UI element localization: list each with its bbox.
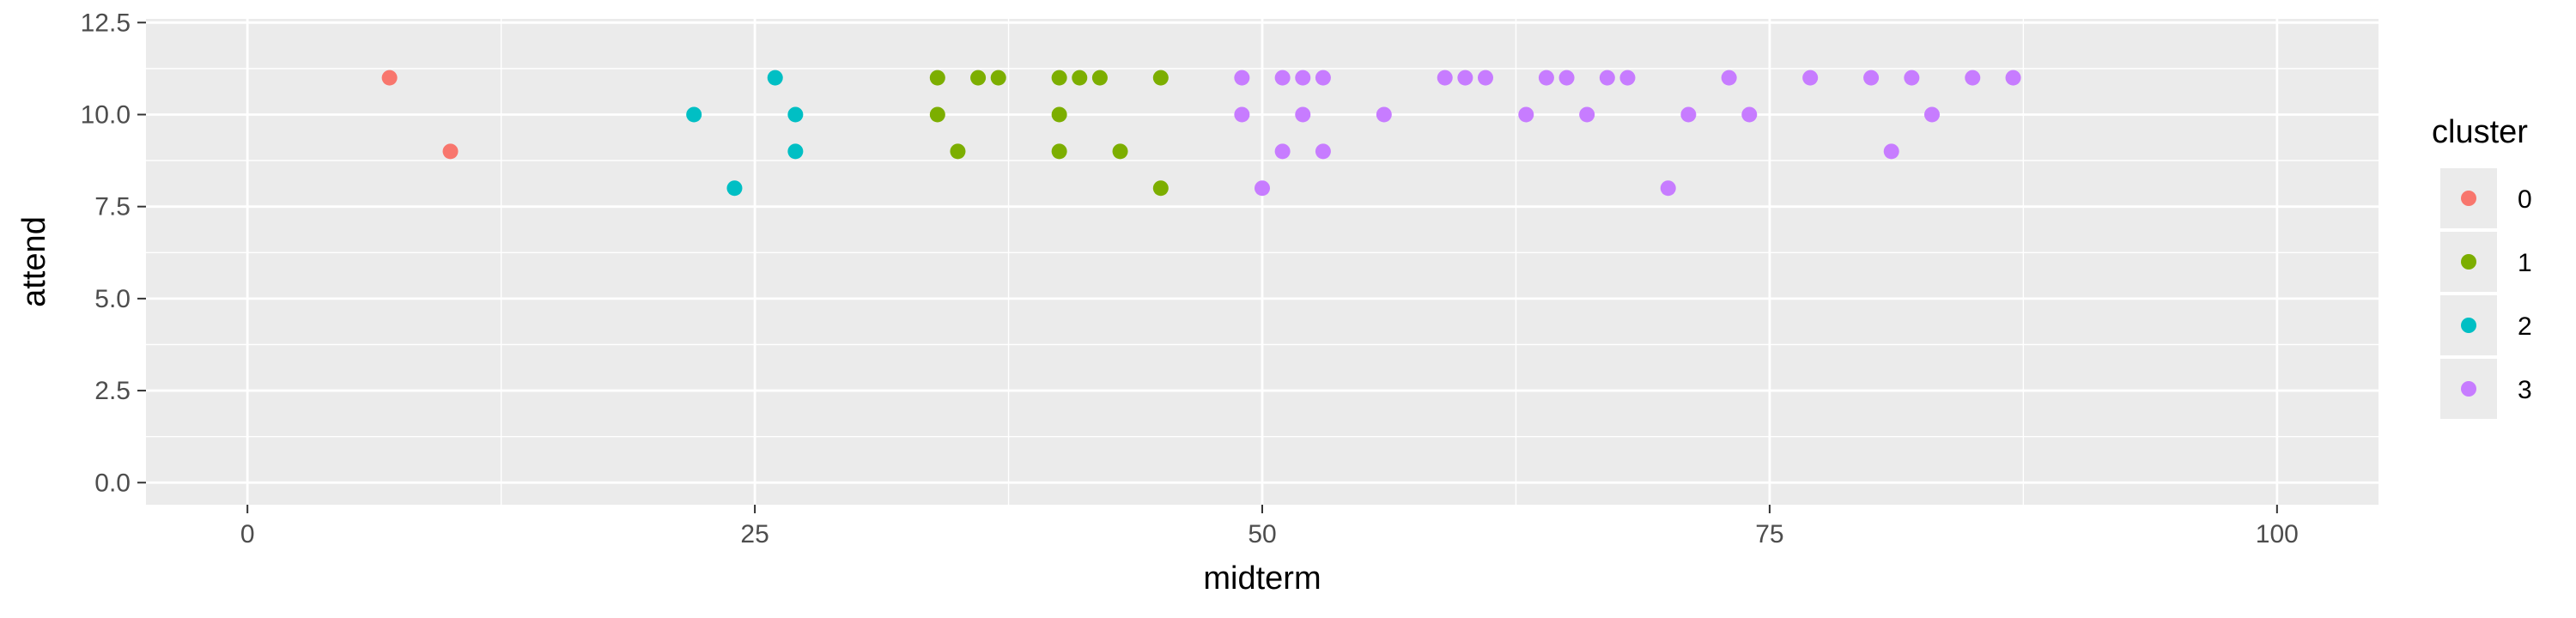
x-tick-label: 25 bbox=[740, 520, 769, 548]
data-point-cluster-1 bbox=[950, 143, 966, 160]
data-point-cluster-3 bbox=[1883, 143, 1899, 160]
data-point-cluster-3 bbox=[1924, 106, 1940, 123]
data-point-cluster-3 bbox=[1660, 180, 1676, 197]
data-point-cluster-3 bbox=[1295, 106, 1311, 123]
x-tick-label: 75 bbox=[1755, 520, 1783, 548]
data-point-cluster-3 bbox=[1315, 143, 1331, 160]
data-point-cluster-3 bbox=[1538, 70, 1554, 86]
y-axis-ticks: 0.0 2.5 5.0 7.5 10.0 12.5 bbox=[81, 9, 146, 497]
data-point-cluster-3 bbox=[1478, 70, 1493, 86]
data-point-cluster-1 bbox=[1072, 70, 1088, 86]
data-point-cluster-0 bbox=[381, 70, 398, 86]
legend-label-2: 2 bbox=[2518, 312, 2532, 341]
data-point-cluster-3 bbox=[1437, 70, 1453, 86]
legend-key-2 bbox=[2461, 318, 2476, 333]
data-point-cluster-3 bbox=[1457, 70, 1473, 86]
data-point-cluster-1 bbox=[1051, 106, 1067, 123]
data-point-cluster-3 bbox=[1721, 70, 1737, 86]
y-tick-label: 7.5 bbox=[94, 193, 131, 221]
data-point-cluster-3 bbox=[1234, 106, 1250, 123]
data-point-cluster-3 bbox=[1904, 70, 1920, 86]
data-point-cluster-3 bbox=[1741, 106, 1758, 123]
data-point-cluster-3 bbox=[1518, 106, 1534, 123]
data-point-cluster-3 bbox=[1965, 70, 1981, 86]
data-point-cluster-1 bbox=[1051, 70, 1067, 86]
legend-key-3 bbox=[2461, 381, 2476, 397]
data-point-cluster-3 bbox=[1376, 106, 1392, 123]
data-point-cluster-3 bbox=[1315, 70, 1331, 86]
data-point-cluster-2 bbox=[726, 180, 743, 197]
y-tick-label: 10.0 bbox=[81, 100, 131, 129]
legend-label-0: 0 bbox=[2518, 185, 2532, 214]
data-point-cluster-3 bbox=[1579, 106, 1595, 123]
major-gridlines bbox=[146, 19, 2379, 505]
data-points bbox=[381, 70, 2021, 197]
data-point-cluster-1 bbox=[1091, 70, 1108, 86]
x-tick-label: 0 bbox=[240, 520, 255, 548]
x-tick-label: 100 bbox=[2256, 520, 2299, 548]
y-tick-label: 5.0 bbox=[94, 285, 131, 313]
y-axis-title: attend bbox=[16, 216, 52, 307]
data-point-cluster-3 bbox=[1558, 70, 1575, 86]
data-point-cluster-3 bbox=[1234, 70, 1250, 86]
x-tick-label: 50 bbox=[1248, 520, 1276, 548]
data-point-cluster-3 bbox=[1863, 70, 1880, 86]
data-point-cluster-3 bbox=[1599, 70, 1615, 86]
x-axis-ticks: 0 25 50 75 100 bbox=[240, 505, 2299, 548]
y-tick-label: 12.5 bbox=[81, 9, 131, 37]
data-point-cluster-1 bbox=[1152, 180, 1169, 197]
y-tick-label: 2.5 bbox=[94, 377, 131, 405]
data-point-cluster-3 bbox=[1680, 106, 1697, 123]
data-point-cluster-1 bbox=[970, 70, 987, 86]
data-point-cluster-0 bbox=[442, 143, 459, 160]
y-tick-label: 0.0 bbox=[94, 469, 131, 497]
data-point-cluster-2 bbox=[787, 143, 804, 160]
data-point-cluster-1 bbox=[1112, 143, 1128, 160]
legend: cluster 0 1 2 3 bbox=[2432, 114, 2532, 419]
legend-label-3: 3 bbox=[2518, 376, 2532, 404]
legend-title: cluster bbox=[2432, 114, 2528, 150]
legend-label-1: 1 bbox=[2518, 249, 2532, 277]
data-point-cluster-3 bbox=[1255, 180, 1270, 197]
data-point-cluster-3 bbox=[1295, 70, 1311, 86]
x-axis-title: midterm bbox=[1203, 560, 1321, 597]
data-point-cluster-3 bbox=[2005, 70, 2021, 86]
data-point-cluster-2 bbox=[787, 106, 804, 123]
legend-key-0 bbox=[2461, 191, 2476, 206]
data-point-cluster-1 bbox=[929, 70, 945, 86]
data-point-cluster-3 bbox=[1619, 70, 1636, 86]
data-point-cluster-1 bbox=[990, 70, 1006, 86]
data-point-cluster-1 bbox=[1051, 143, 1067, 160]
data-point-cluster-2 bbox=[767, 70, 783, 86]
data-point-cluster-2 bbox=[686, 106, 702, 123]
data-point-cluster-3 bbox=[1802, 70, 1819, 86]
data-point-cluster-3 bbox=[1274, 70, 1291, 86]
data-point-cluster-1 bbox=[929, 106, 945, 123]
legend-key-1 bbox=[2461, 254, 2476, 270]
data-point-cluster-3 bbox=[1274, 143, 1291, 160]
data-point-cluster-1 bbox=[1152, 70, 1169, 86]
